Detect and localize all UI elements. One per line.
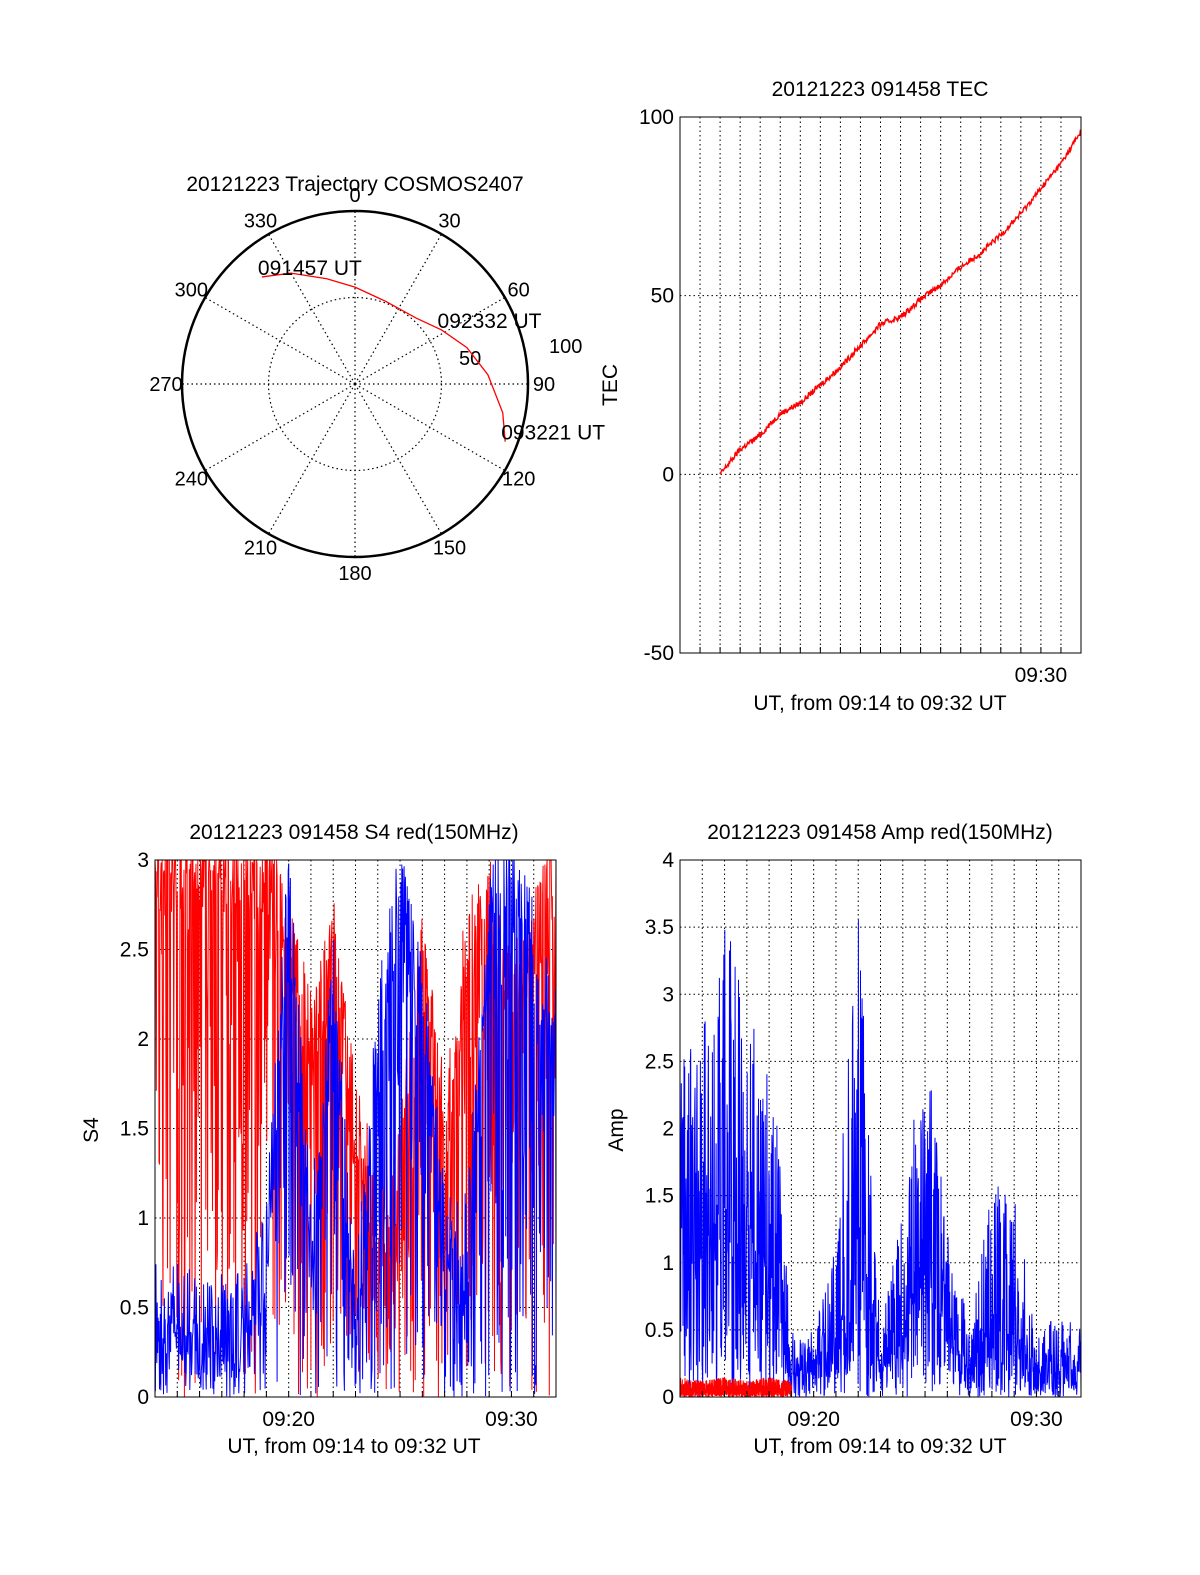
polar-time-annotation: 092332 UT [438, 310, 542, 333]
tec-series-line [719, 129, 1082, 476]
polar-time-annotation: 093221 UT [501, 422, 605, 445]
polar-angle-label: 150 [433, 538, 466, 560]
amp-ticks: 0 0.5 1 1.5 2 2.5 3 3.5 4 09:20 09:30 [645, 849, 1063, 1431]
tec-plot: 20121223 091458 TEC 100 50 0 -50 09:30 UT, f… [599, 78, 1082, 715]
tec-xlabel: UT, from 09:14 to 09:32 UT [753, 692, 1006, 715]
s4-ytick-label: 1.5 [120, 1118, 149, 1141]
polar-ring-50 [267, 296, 443, 472]
tec-ytick-label: -50 [644, 642, 674, 665]
amp-ytick-label: 2 [662, 1118, 674, 1141]
polar-grid [182, 211, 528, 557]
polar-spoke [267, 233, 356, 385]
polar-spoke [354, 296, 506, 385]
s4-ytick-label: 3 [137, 849, 149, 872]
amp-plot: 20121223 091458 Amp red(150MHz) 0 0.5 1 1.5… [605, 821, 1082, 1458]
s4-ytick-label: 2.5 [120, 939, 149, 962]
tec-ytick-label: 100 [639, 106, 674, 129]
polar-angle-label: 90 [533, 374, 555, 396]
s4-series-line [154, 859, 557, 1398]
polar-outer-circle [180, 209, 530, 559]
polar-angle-label: 270 [149, 374, 182, 396]
polar-title: 20121223 Trajectory COSMOS2407 [186, 173, 523, 196]
s4-ylabel: S4 [80, 1117, 103, 1143]
polar-angle-label: 330 [244, 210, 277, 232]
amp-ytick-label: 3.5 [645, 916, 674, 939]
tec-ytick-label: 0 [662, 463, 674, 486]
tec-ylabel: TEC [599, 364, 622, 406]
s4-series-line [154, 859, 557, 1397]
tec-xtick-label: 09:30 [1015, 664, 1068, 687]
amp-title: 20121223 091458 Amp red(150MHz) [707, 821, 1053, 844]
amp-ytick-label: 0 [662, 1386, 674, 1409]
polar-angle-label: 210 [244, 538, 277, 560]
tec-series [719, 129, 1082, 476]
s4-xlabel: UT, from 09:14 to 09:32 UT [227, 1435, 480, 1458]
polar-angle-labels: 0 30 60 90 120 150 180 210 240 270 300 330 [149, 185, 555, 585]
polar-radial-tick-100: 100 [549, 336, 582, 358]
amp-xlabel: UT, from 09:14 to 09:32 UT [753, 1435, 1006, 1458]
polar-angle-label: 300 [175, 280, 208, 302]
amp-series [679, 919, 1082, 1398]
polar-angle-label: 180 [338, 563, 371, 585]
s4-ytick-label: 2 [137, 1028, 149, 1051]
amp-ytick-label: 1 [662, 1252, 674, 1275]
amp-series-line [679, 919, 1082, 1397]
polar-angle-label: 120 [502, 469, 535, 491]
s4-title: 20121223 091458 S4 red(150MHz) [189, 821, 518, 844]
s4-xtick-label: 09:30 [485, 1408, 538, 1431]
polar-angle-label: 60 [508, 280, 530, 302]
s4-xtick-label: 09:20 [262, 1408, 315, 1431]
polar-angle-label: 0 [349, 185, 360, 207]
polar-radial-tick-50: 50 [459, 348, 481, 370]
amp-ytick-label: 4 [662, 849, 674, 872]
amp-ylabel: Amp [605, 1108, 628, 1151]
polar-angle-label: 240 [175, 469, 208, 491]
amp-ytick-label: 1.5 [645, 1185, 674, 1208]
amp-ytick-label: 3 [662, 983, 674, 1006]
s4-series [154, 859, 557, 1398]
tec-title: 20121223 091458 TEC [772, 78, 989, 101]
s4-ytick-label: 0 [137, 1386, 149, 1409]
polar-trajectory-line [261, 272, 506, 442]
s4-ticks: 0 0.5 1 1.5 2 2.5 3 09:20 09:30 [120, 849, 538, 1431]
polar-plot: 20121223 Trajectory COSMOS2407 0 30 60 90 12… [149, 173, 605, 585]
tec-grid [680, 116, 1081, 654]
amp-ytick-label: 0.5 [645, 1319, 674, 1342]
tec-ytick-label: 50 [651, 285, 674, 308]
polar-angle-label: 30 [438, 210, 460, 232]
tec-ticks: 100 50 0 -50 09:30 [639, 106, 1067, 687]
amp-series-line [679, 1376, 792, 1398]
polar-spoke [354, 233, 443, 385]
polar-annotations: 091457 UT 092332 UT 093221 UT [258, 257, 605, 445]
polar-series [261, 272, 506, 442]
amp-ytick-label: 2.5 [645, 1050, 674, 1073]
polar-spoke [204, 296, 356, 385]
amp-xtick-label: 09:30 [1010, 1408, 1063, 1431]
s4-plot: 20121223 091458 S4 red(150MHz) 0 0.5 1 1.5 2… [80, 821, 557, 1458]
s4-ytick-label: 1 [137, 1207, 149, 1230]
amp-xtick-label: 09:20 [787, 1408, 840, 1431]
s4-ytick-label: 0.5 [120, 1297, 149, 1320]
polar-time-annotation: 091457 UT [258, 257, 362, 280]
